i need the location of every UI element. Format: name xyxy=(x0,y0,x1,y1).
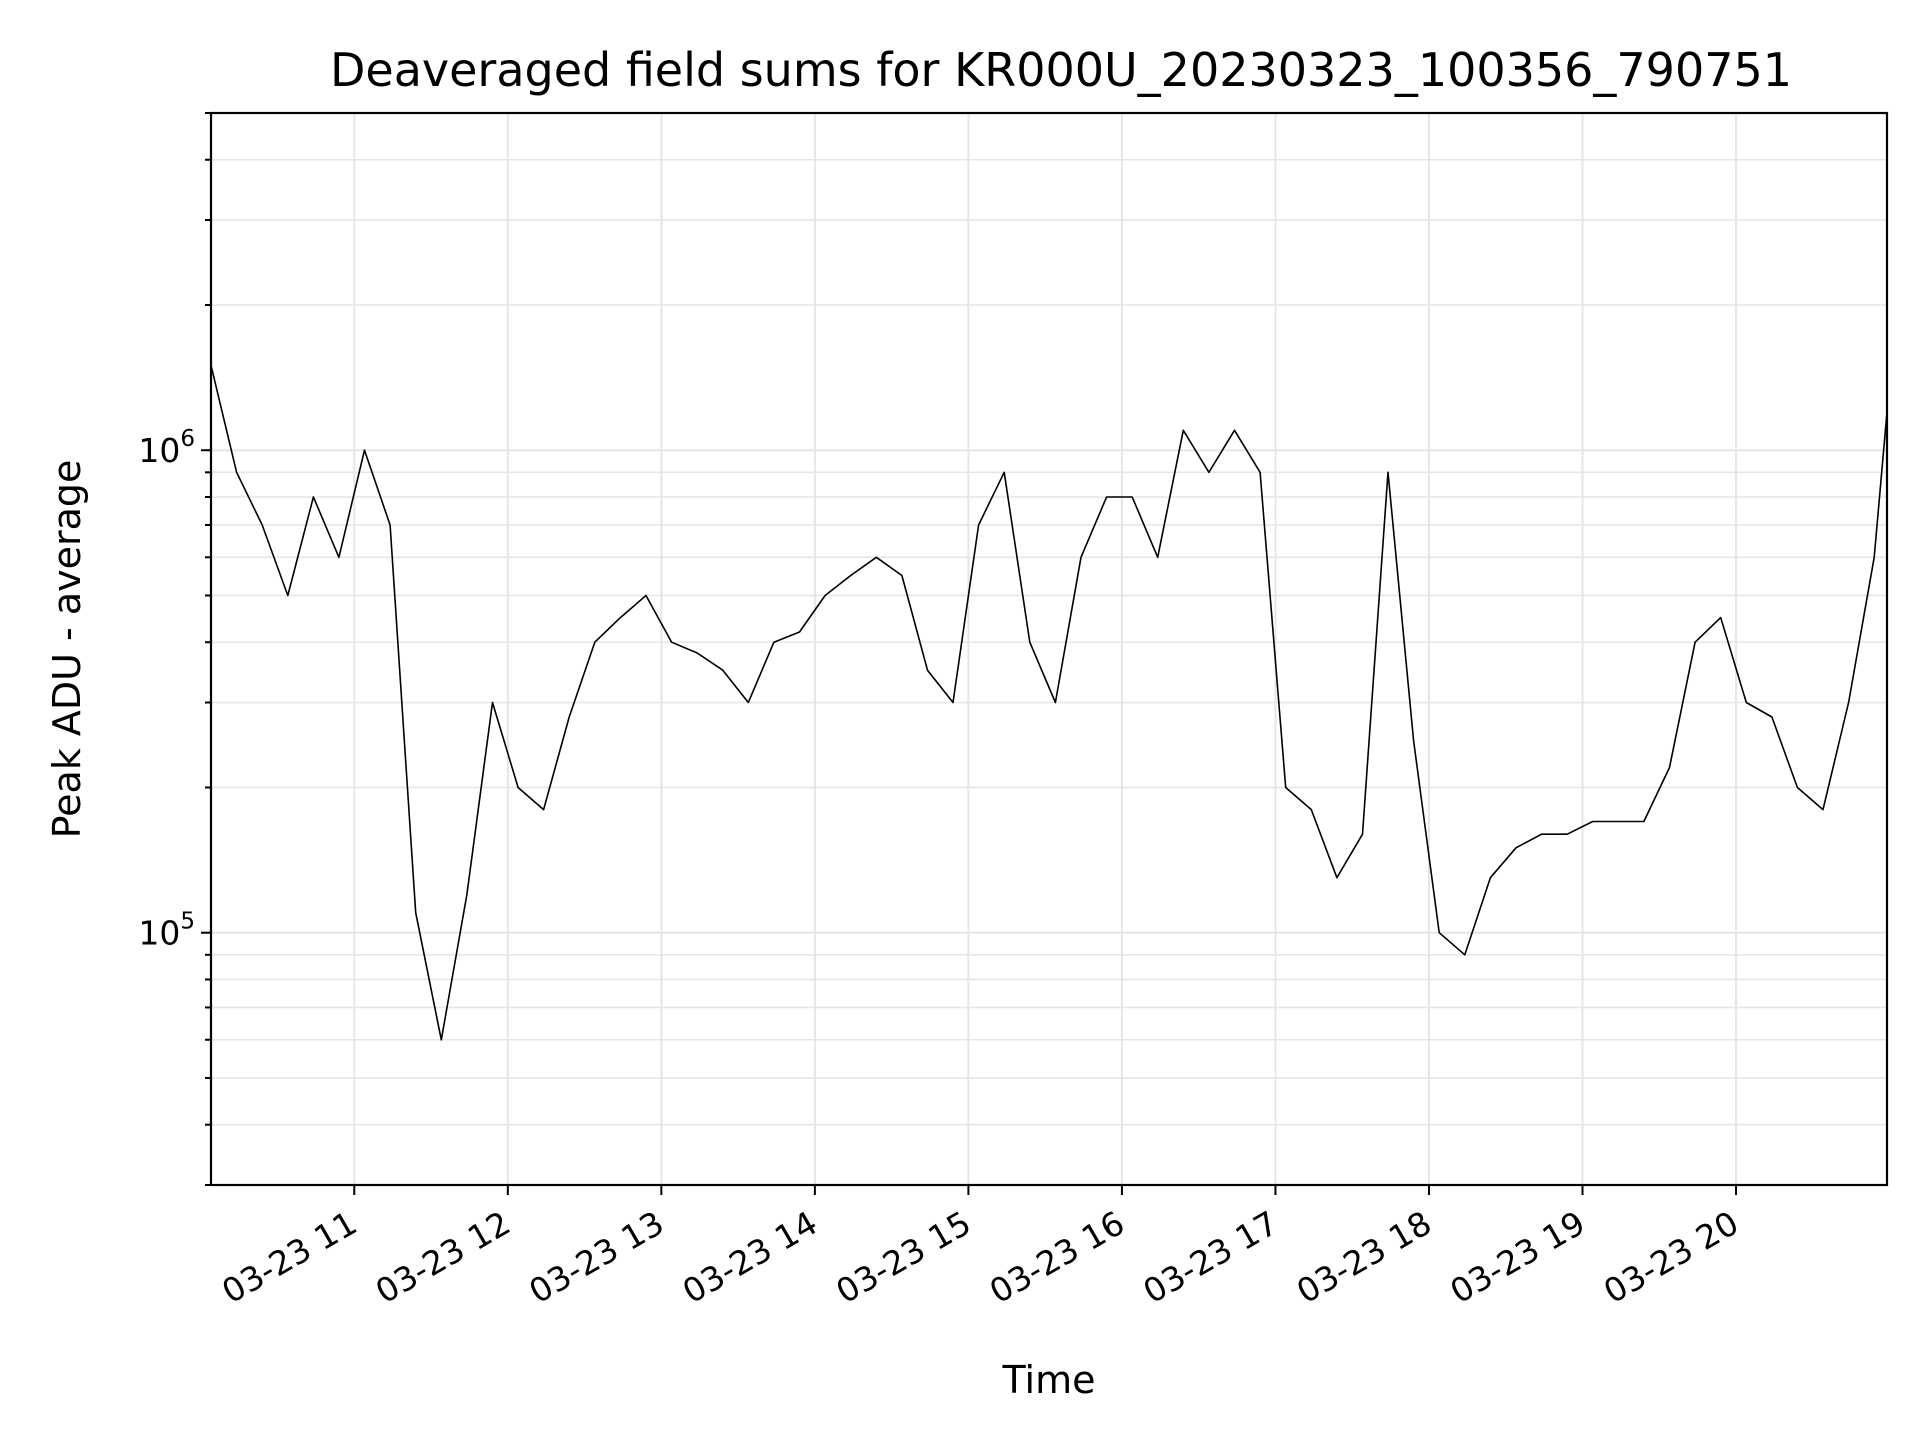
y-axis: 105 106 xyxy=(138,112,211,1186)
x-axis-label: Time xyxy=(1002,1358,1096,1402)
y-tick-label: 105 xyxy=(138,909,195,953)
grid xyxy=(211,112,1887,1186)
chart-title: Deaveraged field sums for KR000U_2023032… xyxy=(330,43,1792,97)
y-axis-label: Peak ADU - average xyxy=(45,460,89,839)
series-layer xyxy=(210,365,1888,1041)
y-tick-label: 106 xyxy=(138,426,195,470)
plot-frame xyxy=(209,111,1889,1187)
series-line xyxy=(210,365,1888,1041)
